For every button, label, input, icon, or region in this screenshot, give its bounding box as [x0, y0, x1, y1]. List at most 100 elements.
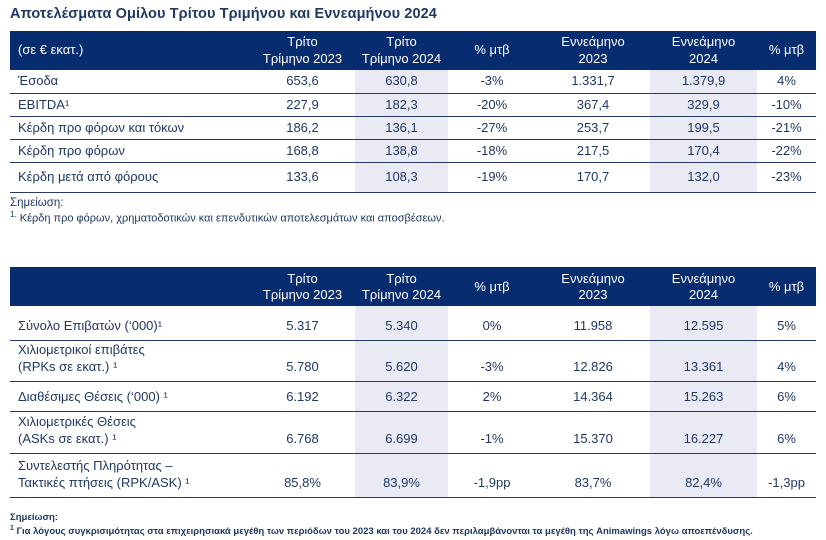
table1-note: Σημείωση: 1. Κέρδη προ φόρων, χρηματοδοτ… — [10, 196, 826, 227]
data-cell: 6.192 — [250, 381, 355, 412]
data-cell: -21% — [757, 116, 816, 140]
header-line: Τρίτο — [386, 270, 417, 286]
header-line: 2024 — [689, 286, 718, 302]
data-cell: 4% — [757, 340, 816, 382]
header-line: Εννεάμηνο — [671, 270, 736, 286]
data-cell: -1% — [448, 411, 536, 454]
header-line: Τρίμηνο 2024 — [361, 286, 442, 302]
data-cell: 138,8 — [355, 139, 448, 163]
table-row: Σύνολο Επιβατών (‘000)¹ 5.317 5.340 0% 1… — [10, 306, 816, 341]
note-label: Σημείωση: — [10, 196, 64, 209]
header-row: (σε € εκατ.) Τρίτο Τρίμηνο 2023 Τρίτο Τρίμ… — [10, 31, 816, 70]
table-body: Έσοδα 653,6 630,8 -3% 1.331,7 1.379,9 4%… — [10, 70, 816, 193]
data-cell: 199,5 — [650, 116, 757, 140]
data-cell: 5.780 — [250, 340, 355, 382]
table-header: (σε € εκατ.) Τρίτο Τρίμηνο 2023 Τρίτο Τρίμ… — [10, 31, 816, 70]
data-cell: -3% — [448, 340, 536, 382]
data-cell: -20% — [448, 93, 536, 117]
table-row: EBITDA¹ 227,9 182,3 -20% 367,4 329,9 -10… — [10, 93, 816, 117]
header-line: Εννεάμηνο — [561, 34, 625, 50]
header-line: Εννεάμηνο — [561, 270, 625, 286]
data-cell: 653,6 — [250, 70, 355, 94]
row-label-line: Συντελεστής Πληρότητας – — [18, 457, 173, 473]
row-label: Κέρδη προ φόρων και τόκων — [10, 116, 250, 140]
header-line: % μτβ — [768, 278, 805, 294]
data-cell: 12.595 — [650, 306, 757, 341]
row-label: EBITDA¹ — [10, 93, 250, 117]
header-cell-9m-2024: Εννεάμηνο 2024 — [650, 267, 757, 307]
header-line: % μτβ — [474, 278, 510, 294]
header-cell-change-9m: % μτβ — [757, 31, 816, 70]
data-cell: 6.322 — [355, 381, 448, 412]
data-cell: 329,9 — [650, 93, 757, 117]
data-cell: 5.620 — [355, 340, 448, 382]
data-cell: 186,2 — [250, 116, 355, 140]
data-cell: 133,6 — [250, 162, 355, 193]
header-cell-q3-2023: Τρίτο Τρίμηνο 2023 — [250, 31, 355, 70]
footnote: 1 Για λόγους συγκρισιμότητας στα επιχειρ… — [10, 524, 826, 538]
header-line: Τρίμηνο 2023 — [262, 50, 343, 66]
row-label: Κέρδη προ φόρων — [10, 139, 250, 163]
header-cell-change-q3: % μτβ — [448, 267, 536, 307]
table-row: Κέρδη προ φόρων 168,8 138,8 -18% 217,5 1… — [10, 139, 816, 163]
header-cell-9m-2024: Εννεάμηνο 2024 — [650, 31, 757, 70]
data-cell: 14.364 — [536, 381, 650, 412]
table-row: Χιλιομετρικοί επιβάτες (RPKs σε εκατ.) ¹ … — [10, 340, 816, 382]
data-cell: 227,9 — [250, 93, 355, 117]
header-line: (σε € εκατ.) — [18, 42, 84, 58]
footnote-text: Για λόγους συγκρισιμότητας στα επιχειρησ… — [13, 526, 753, 538]
header-line: 2023 — [578, 50, 608, 66]
data-cell: 82,4% — [650, 453, 757, 498]
header-cell-q3-2024: Τρίτο Τρίμηνο 2024 — [355, 31, 448, 70]
row-label-line: Διαθέσιμες Θέσεις (‘000) ¹ — [18, 389, 168, 405]
page-title: Αποτελέσματα Ομίλου Τρίτου Τριμήνου και … — [10, 6, 437, 22]
table-row: Κέρδη μετά από φόρους 133,6 108,3 -19% 1… — [10, 162, 816, 193]
data-cell: 1.331,7 — [536, 70, 650, 94]
header-line: % μτβ — [768, 42, 805, 58]
header-cell-units: (σε € εκατ.) — [10, 31, 250, 70]
table-row: Έσοδα 653,6 630,8 -3% 1.331,7 1.379,9 4% — [10, 70, 816, 94]
row-label: Χιλιομετρικοί επιβάτες (RPKs σε εκατ.) ¹ — [10, 340, 250, 382]
data-cell: 5.340 — [355, 306, 448, 341]
data-cell: 168,8 — [250, 139, 355, 163]
data-cell: 6.768 — [250, 411, 355, 454]
data-cell: -23% — [757, 162, 816, 193]
data-cell: 16.227 — [650, 411, 757, 454]
data-cell: -1,9pp — [448, 453, 536, 498]
header-line: % μτβ — [474, 42, 510, 58]
data-cell: 6% — [757, 411, 816, 454]
data-cell: -3% — [448, 70, 536, 94]
row-label-line: Χιλιομετρικοί επιβάτες — [18, 341, 145, 357]
data-cell: 85,8% — [250, 453, 355, 498]
table-body: Σύνολο Επιβατών (‘000)¹ 5.317 5.340 0% 1… — [10, 306, 816, 498]
header-cell-change-9m: % μτβ — [757, 267, 816, 307]
data-cell: 83,9% — [355, 453, 448, 498]
footnote-text: Κέρδη προ φόρων, χρηματοδοτικών και επεν… — [16, 212, 445, 225]
data-cell: 170,7 — [536, 162, 650, 193]
row-label-line: Σύνολο Επιβατών (‘000)¹ — [18, 318, 163, 334]
row-label: Συντελεστής Πληρότητας – Τακτικές πτήσεις… — [10, 453, 250, 498]
header-line: Τρίτο — [287, 270, 318, 286]
data-cell: -1,3pp — [757, 453, 816, 498]
data-cell: 217,5 — [536, 139, 650, 163]
data-cell: 182,3 — [355, 93, 448, 117]
financial-results-table: (σε € εκατ.) Τρίτο Τρίμηνο 2023 Τρίτο Τρίμ… — [10, 31, 816, 193]
data-cell: 15.370 — [536, 411, 650, 454]
data-cell: 13.361 — [650, 340, 757, 382]
row-label-line: (RPKs σε εκατ.) ¹ — [18, 359, 118, 375]
row-label-line: Χιλιομετρικές Θέσεις — [18, 413, 136, 429]
data-cell: 170,4 — [650, 139, 757, 163]
data-cell: -27% — [448, 116, 536, 140]
footnote-marker: 1 — [10, 525, 14, 533]
header-line: 2023 — [578, 286, 608, 302]
row-label: Έσοδα — [10, 70, 250, 94]
row-label: Διαθέσιμες Θέσεις (‘000) ¹ — [10, 381, 250, 412]
data-cell: -10% — [757, 93, 816, 117]
header-line: Τρίμηνο 2023 — [262, 286, 343, 302]
header-line: 2024 — [689, 50, 718, 66]
table-row: Διαθέσιμες Θέσεις (‘000) ¹ 6.192 6.322 2… — [10, 381, 816, 412]
data-cell: 4% — [757, 70, 816, 94]
data-cell: 83,7% — [536, 453, 650, 498]
header-cell-change-q3: % μτβ — [448, 31, 536, 70]
